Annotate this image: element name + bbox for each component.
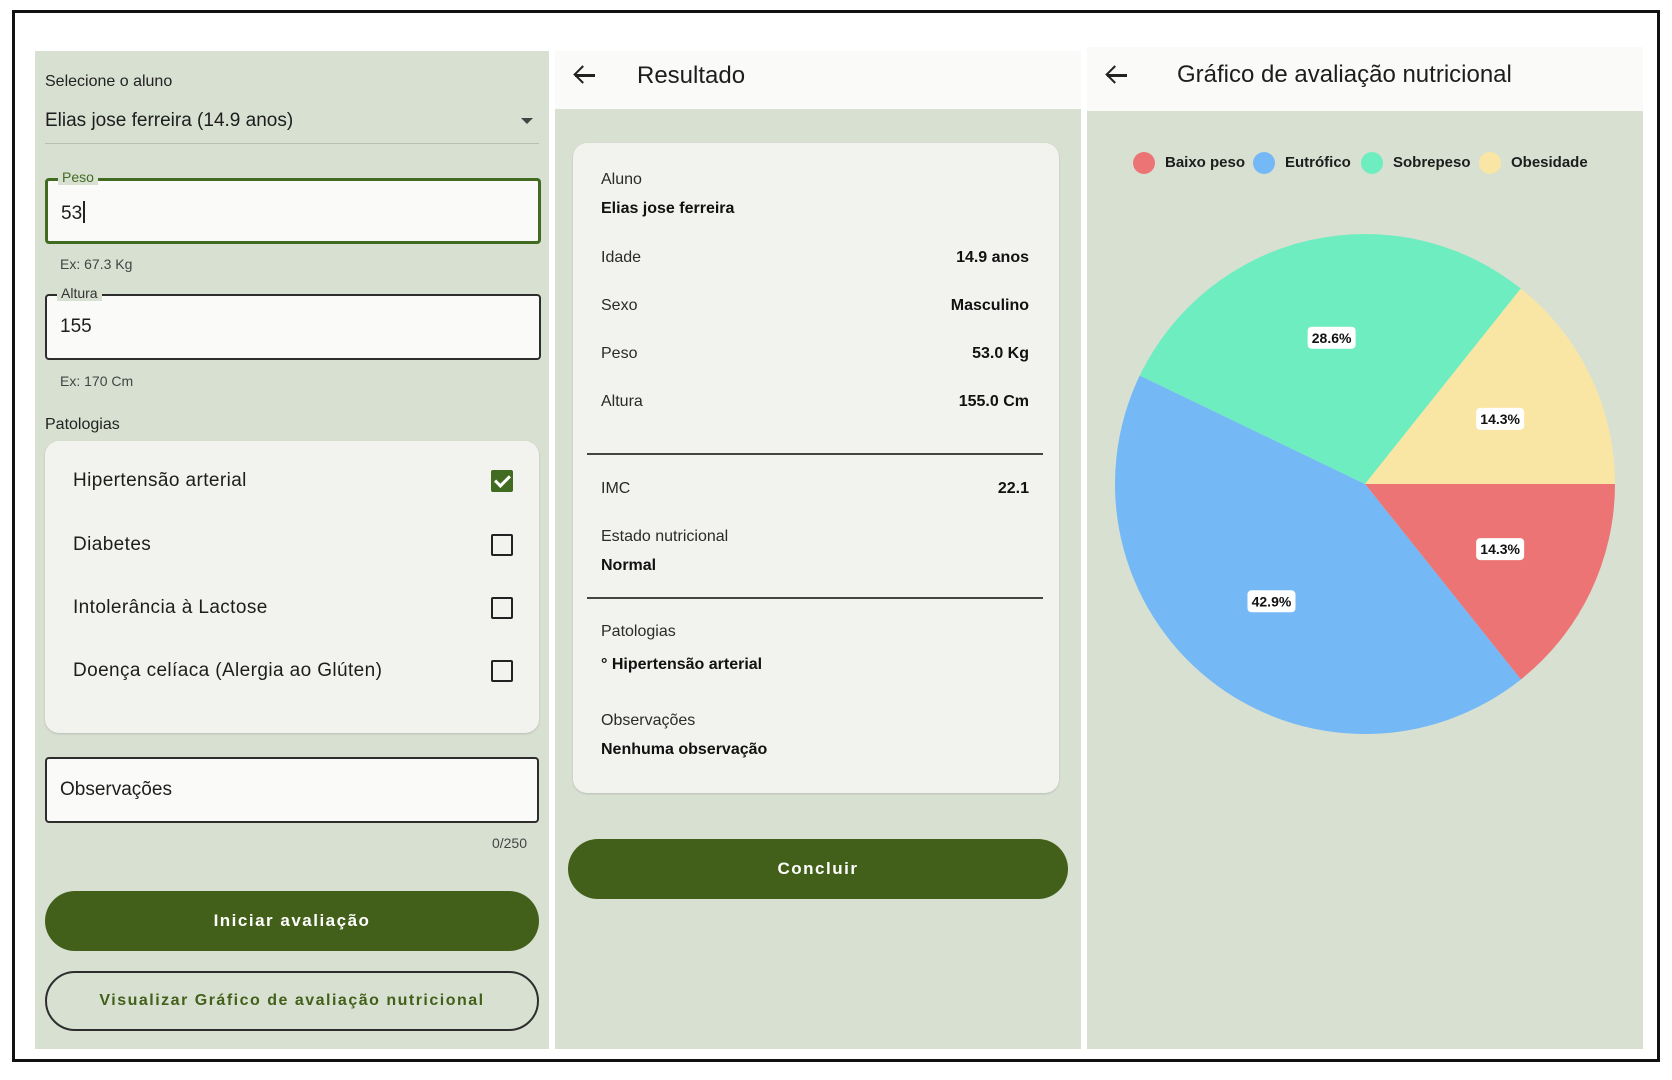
checkbox-icon[interactable] (491, 534, 513, 556)
student-key: Aluno (601, 171, 642, 188)
conclude-button[interactable]: Concluir (568, 839, 1068, 899)
slice-label: 14.3% (1476, 538, 1525, 561)
divider (587, 453, 1043, 455)
legend-swatch (1133, 152, 1155, 174)
height-value: 155.0 Cm (958, 393, 1029, 410)
observations-counter: 0/250 (491, 835, 527, 851)
slice-percent-label: 14.3% (1480, 541, 1520, 557)
weight-key: Peso (601, 345, 638, 362)
legend-label: Obesidade (1511, 154, 1588, 171)
weight-field-value: 53 (61, 203, 83, 224)
slice-label-background (1307, 326, 1356, 349)
pathologies-key: Patologias (601, 623, 676, 640)
checkbox-checked-icon[interactable] (491, 470, 513, 492)
height-hint: Ex: 170 Cm (60, 373, 134, 389)
pie-slice (1365, 288, 1615, 484)
legend-swatch (1361, 152, 1383, 174)
height-field-label: Altura (57, 285, 102, 301)
back-arrow-icon[interactable] (1105, 63, 1129, 87)
pathology-item-diabetes[interactable]: Diabetes (73, 531, 513, 561)
text-cursor (83, 201, 86, 223)
pathology-label: Intolerância à Lactose (73, 597, 268, 618)
sex-value: Masculino (950, 297, 1029, 314)
pie-slice (1115, 375, 1521, 735)
slice-label-background (1247, 590, 1296, 613)
result-app-bar: Resultado (555, 51, 1081, 109)
student-select[interactable]: Elias jose ferreira (14.9 anos) (45, 106, 539, 144)
weight-hint: Ex: 67.3 Kg (60, 256, 133, 272)
view-chart-button[interactable]: Visualizar Gráfico de avaliação nutricio… (45, 971, 539, 1031)
checkbox-icon[interactable] (491, 660, 513, 682)
slice-percent-label: 28.6% (1312, 330, 1352, 346)
sex-key: Sexo (601, 297, 638, 314)
evaluation-form-screen: Selecione o aluno Elias jose ferreira (1… (35, 51, 549, 1049)
pathology-item-celiac[interactable]: Doença celíaca (Alergia ao Glúten) (73, 657, 513, 687)
result-screen: Resultado Aluno Elias jose ferreira Idad… (555, 51, 1081, 1049)
checkbox-icon[interactable] (491, 597, 513, 619)
start-evaluation-button[interactable]: Iniciar avaliação (45, 891, 539, 951)
legend-swatch (1253, 152, 1275, 174)
result-title: Resultado (637, 62, 746, 89)
age-value: 14.9 anos (956, 249, 1029, 266)
pathology-label: Hipertensão arterial (73, 470, 247, 491)
pathologies-label: Patologias (45, 416, 120, 433)
screenshot-frame: Selecione o aluno Elias jose ferreira (1… (12, 10, 1660, 1062)
height-key: Altura (601, 393, 643, 410)
slice-label: 28.6% (1307, 326, 1356, 349)
slice-percent-label: 14.3% (1480, 411, 1520, 427)
dropdown-arrow-icon[interactable] (521, 118, 533, 124)
observations-field[interactable]: Observações (45, 757, 539, 823)
pathology-item-lactose-intolerance[interactable]: Intolerância à Lactose (73, 594, 513, 624)
legend-label: Eutrófico (1285, 154, 1351, 171)
chart-title: Gráfico de avaliação nutricional (1177, 61, 1512, 88)
slice-percent-label: 42.9% (1252, 593, 1292, 609)
observations-placeholder: Observações (60, 779, 172, 800)
pie-slice (1139, 234, 1521, 484)
observations-value: Nenhuma observação (601, 741, 768, 758)
legend-label: Sobrepeso (1393, 154, 1471, 171)
height-field-value: 155 (60, 316, 92, 337)
pathologies-value: ° Hipertensão arterial (601, 656, 763, 673)
student-select-label: Selecione o aluno (45, 73, 173, 90)
back-arrow-icon[interactable] (573, 63, 597, 87)
age-key: Idade (601, 249, 642, 266)
legend-swatch (1479, 152, 1501, 174)
weight-field[interactable]: Peso 53 (45, 169, 541, 244)
weight-value: 53.0 Kg (972, 345, 1029, 362)
status-value: Normal (601, 557, 657, 574)
chart-screen: Gráfico de avaliação nutricional Baixo p… (1087, 47, 1643, 1049)
legend-label: Baixo peso (1165, 154, 1246, 171)
chart-app-bar: Gráfico de avaliação nutricional (1087, 47, 1643, 111)
pie-chart: 14.3% 42.9% 28.6% 14.3% (1115, 234, 1615, 735)
student-value: Elias jose ferreira (601, 200, 735, 217)
pathology-label: Doença celíaca (Alergia ao Glúten) (73, 660, 383, 681)
height-field[interactable]: Altura 155 (45, 285, 541, 360)
pathology-label: Diabetes (73, 534, 152, 555)
pie-slice (1365, 484, 1615, 680)
slice-label-background (1476, 538, 1525, 561)
bmi-value: 22.1 (997, 480, 1029, 497)
student-select-value: Elias jose ferreira (14.9 anos) (45, 110, 294, 131)
status-key: Estado nutricional (601, 528, 729, 545)
slice-label-background (1476, 407, 1525, 430)
divider (587, 597, 1043, 599)
pathologies-card: Hipertensão arterial Diabetes Intolerânc… (45, 441, 539, 733)
pathology-item-hypertension[interactable]: Hipertensão arterial (73, 467, 513, 497)
bmi-key: IMC (601, 480, 631, 497)
slice-label: 14.3% (1476, 407, 1525, 430)
result-card: Aluno Elias jose ferreira Idade 14.9 ano… (573, 143, 1059, 793)
observations-key: Observações (601, 712, 696, 729)
weight-field-label: Peso (58, 169, 98, 185)
slice-label: 42.9% (1247, 590, 1296, 613)
